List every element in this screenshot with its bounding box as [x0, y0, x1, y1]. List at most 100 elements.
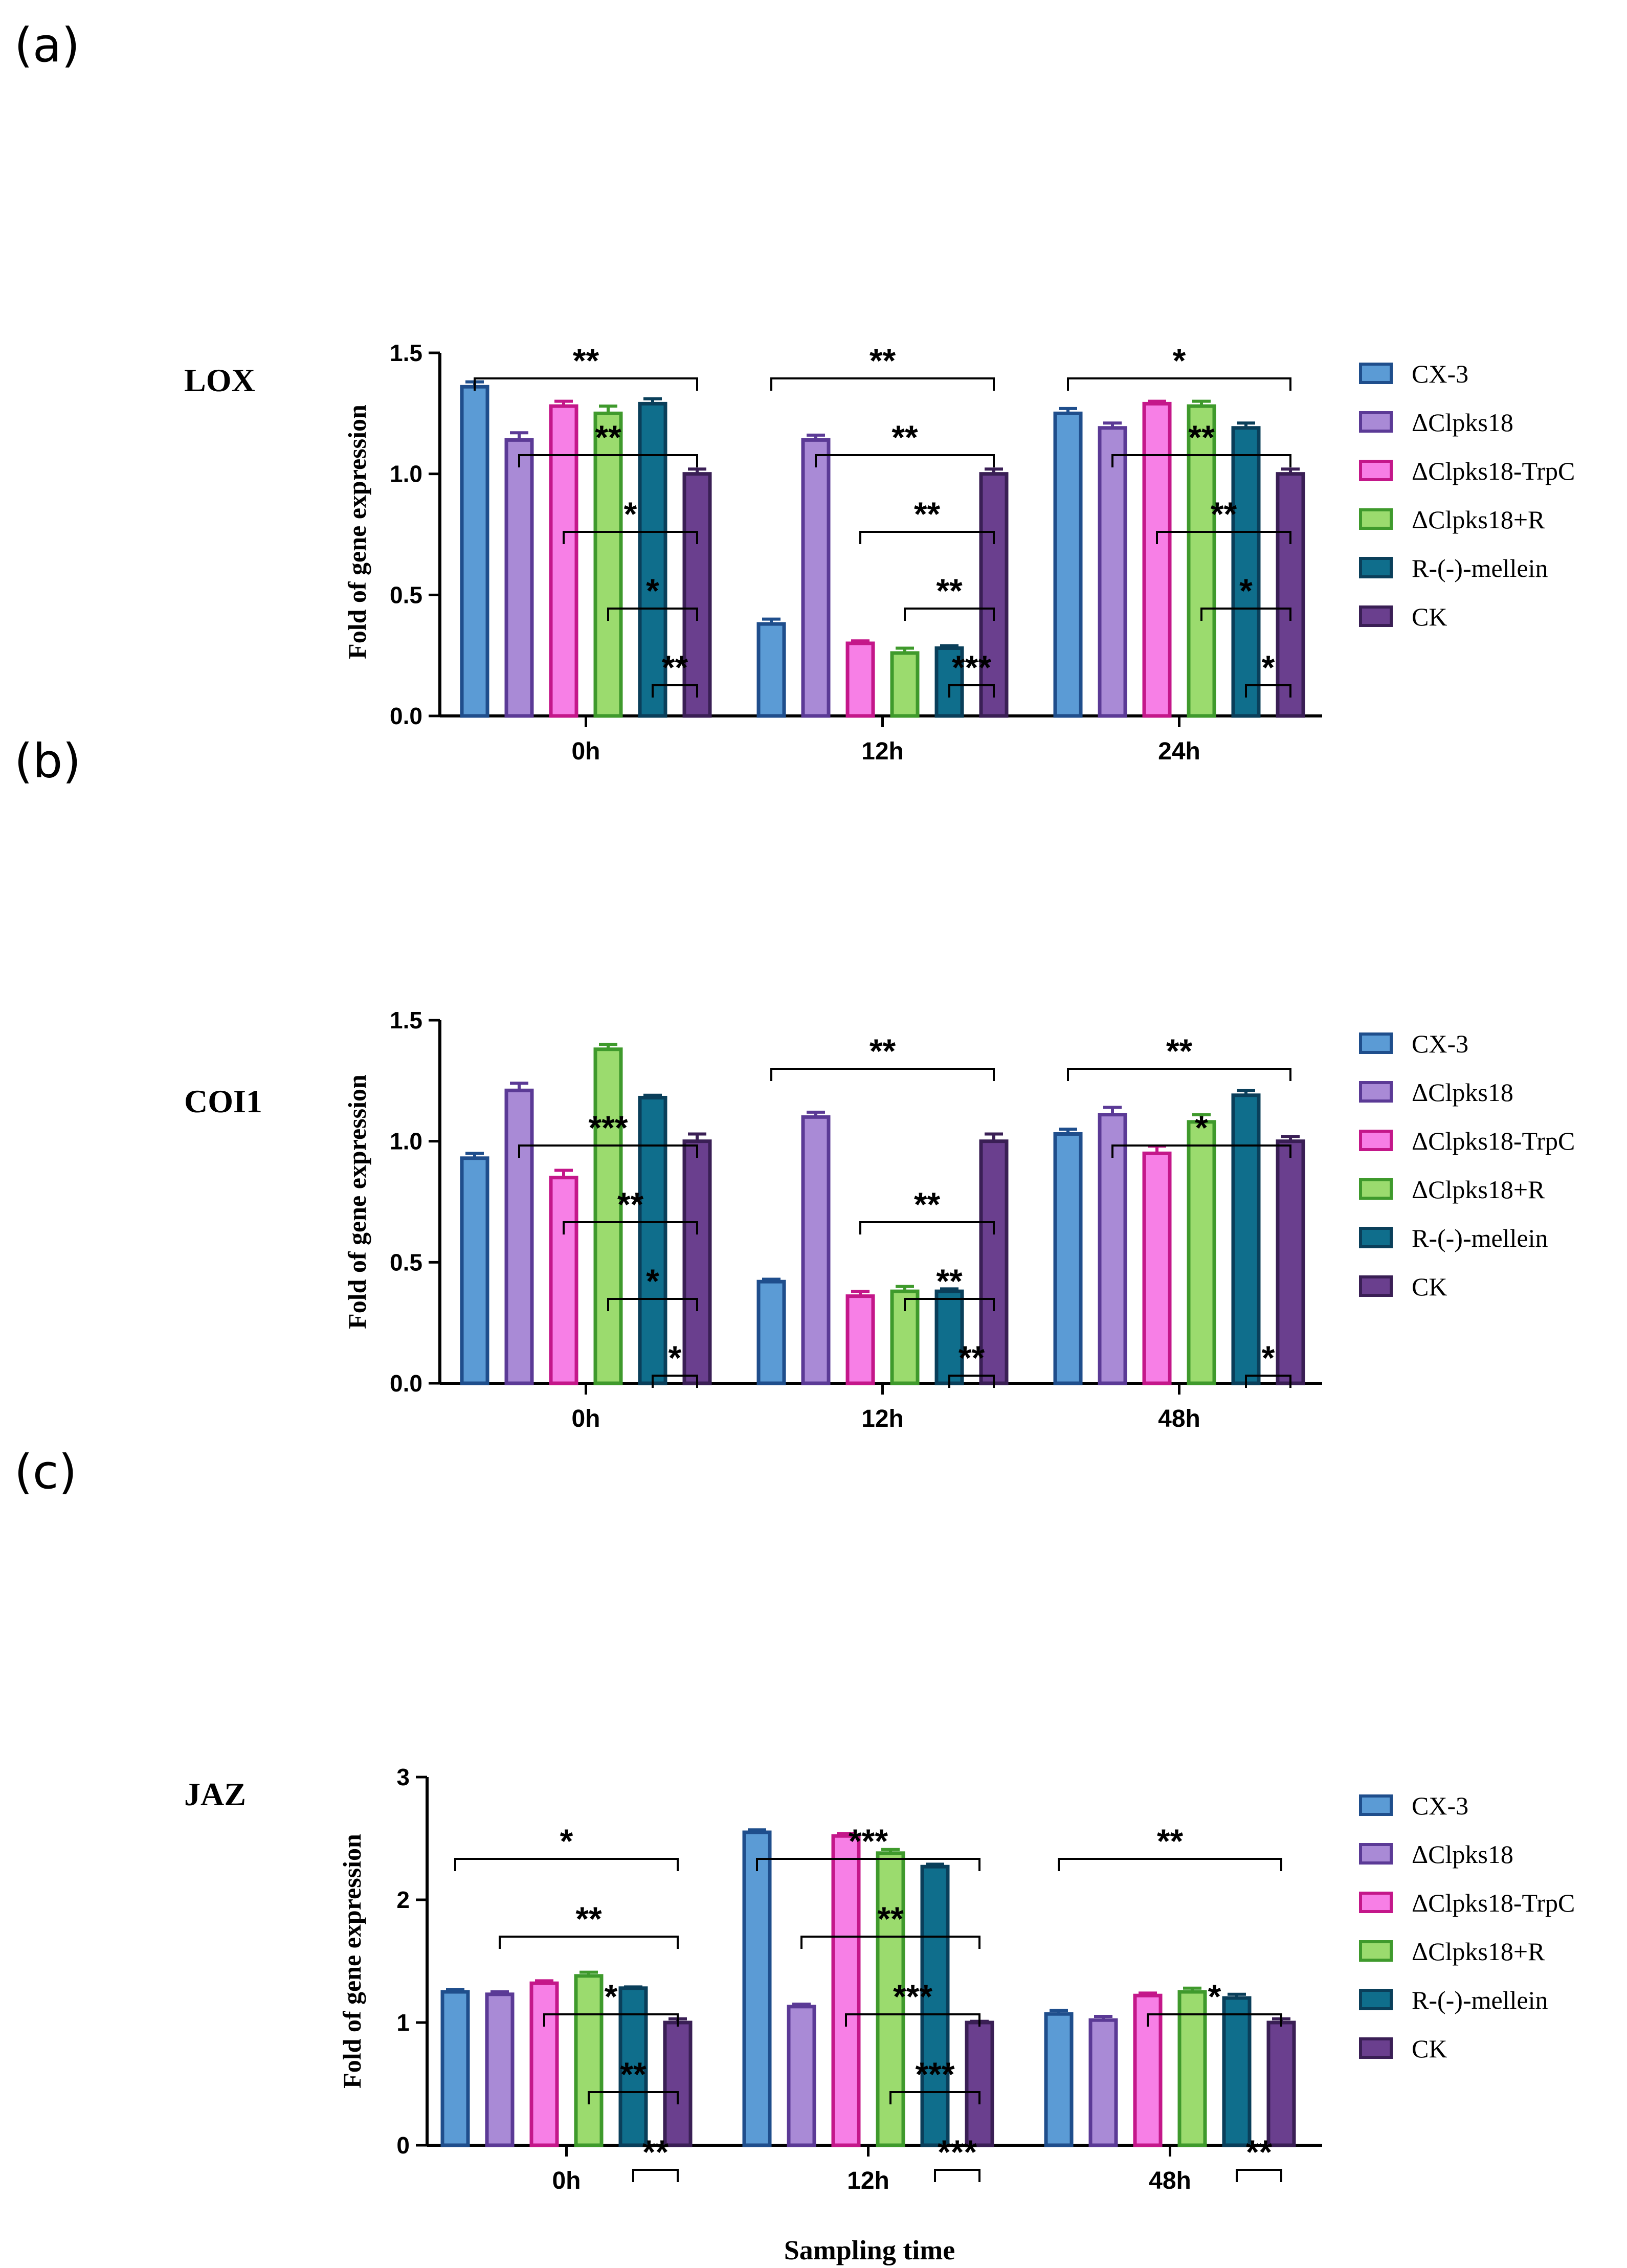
significance-label: *	[1208, 1978, 1221, 2015]
gene-name: LOX	[184, 362, 255, 398]
bar--clpks18-r	[574, 1974, 604, 2147]
significance-label: *	[1262, 1339, 1275, 1377]
bar--clpks18-r	[1187, 404, 1216, 718]
bar--clpks18	[1098, 1113, 1127, 1385]
significance-bracket	[1067, 1068, 1291, 1081]
bar-cx-3	[1053, 411, 1083, 718]
significance-label: **	[914, 1185, 941, 1223]
significance-label: **	[914, 495, 941, 533]
significance-bracket	[543, 2013, 679, 2027]
significance-label: ***	[938, 2133, 977, 2171]
legend-swatch	[1359, 411, 1393, 433]
legend-swatch	[1359, 1178, 1393, 1200]
y-tick-label: 1.5	[390, 340, 422, 366]
significance-bracket	[815, 454, 995, 467]
significance-bracket	[563, 1221, 698, 1234]
significance-bracket	[563, 531, 698, 544]
significance-label: *	[560, 1822, 573, 1860]
significance-label: *	[668, 1339, 682, 1377]
significance-label: ***	[952, 648, 991, 686]
significance-bracket	[1111, 454, 1291, 467]
bar-ck	[1266, 2020, 1296, 2147]
bar--clpks18	[485, 1992, 515, 2147]
significance-bracket	[454, 1858, 679, 1871]
y-tick-label: 0.0	[390, 703, 422, 729]
legend-swatch	[1359, 460, 1393, 481]
significance-bracket	[1156, 531, 1291, 544]
significance-bracket	[652, 1375, 698, 1388]
significance-label: **	[891, 418, 918, 456]
significance-label: **	[620, 2055, 647, 2093]
y-tick-label: 1.5	[390, 1007, 422, 1034]
legend-label: CK	[1412, 2034, 1447, 2063]
bar-ck	[663, 2020, 693, 2147]
legend-label: CX-3	[1412, 1791, 1468, 1820]
significance-label: **	[595, 418, 621, 456]
panel-label: (a)	[14, 18, 80, 73]
bar-cx-3	[756, 622, 786, 718]
x-axis-title: Sampling time	[784, 2235, 955, 2265]
bar-cx-3	[440, 1990, 470, 2147]
bar--clpks18	[787, 2005, 816, 2147]
legend-label: ΔClpks18	[1412, 1840, 1513, 1869]
significance-label: **	[1166, 1032, 1193, 1070]
significance-bracket	[948, 1375, 995, 1388]
significance-bracket	[1058, 1858, 1282, 1871]
bar-cx-3	[742, 1830, 772, 2147]
bar--clpks18-r	[890, 651, 920, 718]
significance-label: *	[1195, 1109, 1208, 1147]
bar-ck	[979, 1139, 1009, 1385]
bar--clpks18	[504, 438, 534, 718]
legend-swatch	[1359, 1275, 1393, 1297]
bar-cx-3	[460, 385, 489, 718]
significance-label: **	[870, 1032, 896, 1070]
significance-bracket	[652, 684, 698, 698]
legend-swatch	[1359, 1989, 1393, 2010]
y-tick-label: 2	[396, 1887, 410, 1913]
y-tick-label: 0	[396, 2132, 410, 2159]
bar--clpks18	[801, 1115, 831, 1385]
significance-bracket	[889, 2091, 980, 2104]
bar-ck	[682, 1139, 712, 1385]
significance-label: **	[617, 1185, 644, 1223]
significance-label: **	[1211, 495, 1237, 533]
bar-ck	[682, 472, 712, 718]
significance-label: ***	[893, 1978, 932, 2015]
bar-ck	[979, 472, 1009, 718]
bar--clpks18-r	[1187, 1120, 1216, 1385]
bar-r-mellein	[934, 646, 964, 718]
legend-swatch	[1359, 2037, 1393, 2059]
significance-bracket	[1236, 2169, 1282, 2182]
legend-label: ΔClpks18+R	[1412, 1175, 1545, 1204]
bar--clpks18-trpc	[1142, 1151, 1172, 1385]
significance-label: *	[1262, 648, 1275, 686]
significance-bracket	[859, 531, 995, 544]
significance-label: **	[642, 2133, 669, 2171]
significance-bracket	[1111, 1144, 1291, 1158]
x-tick-label: 48h	[1158, 1405, 1200, 1432]
x-tick-label: 12h	[861, 1405, 904, 1432]
y-tick-label: 0.5	[390, 581, 422, 608]
significance-bracket	[1200, 608, 1291, 621]
bar-cx-3	[460, 1156, 489, 1385]
bar--clpks18-trpc	[831, 1834, 861, 2147]
significance-label: **	[575, 1900, 602, 1938]
significance-bracket	[948, 684, 995, 698]
significance-bracket	[1067, 377, 1291, 391]
significance-label: ***	[849, 1822, 888, 1860]
significance-bracket	[800, 1936, 980, 1949]
significance-bracket	[474, 377, 698, 391]
x-tick-label: 0h	[552, 2167, 581, 2194]
legend-label: CK	[1412, 1272, 1447, 1301]
bar--clpks18-trpc	[1142, 401, 1172, 718]
bar--clpks18-trpc	[845, 641, 875, 718]
bar--clpks18-trpc	[845, 1294, 875, 1385]
legend-swatch	[1359, 1892, 1393, 1913]
significance-bracket	[934, 2169, 980, 2182]
bar-r-mellein	[1231, 1093, 1261, 1385]
significance-label: *	[624, 495, 637, 533]
x-tick-label: 12h	[847, 2167, 889, 2194]
bar--clpks18	[504, 1088, 534, 1385]
panel-label: (b)	[14, 734, 81, 789]
